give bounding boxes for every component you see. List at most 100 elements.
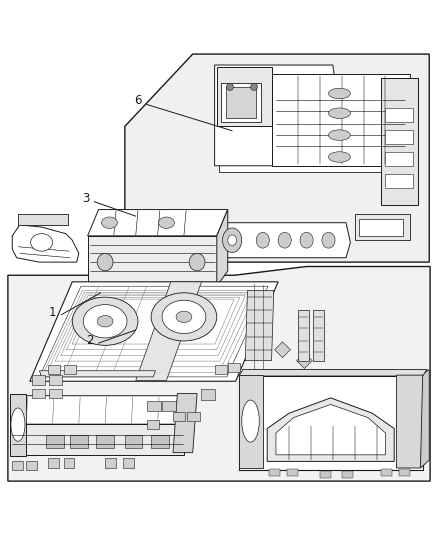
Ellipse shape bbox=[226, 84, 233, 91]
Ellipse shape bbox=[322, 232, 335, 248]
Text: 1: 1 bbox=[49, 306, 57, 319]
Bar bbox=[48, 458, 59, 468]
Polygon shape bbox=[217, 209, 228, 286]
Bar bbox=[342, 471, 353, 478]
Polygon shape bbox=[8, 266, 430, 481]
Polygon shape bbox=[10, 393, 26, 456]
Bar bbox=[26, 461, 37, 470]
Ellipse shape bbox=[328, 130, 350, 140]
Ellipse shape bbox=[102, 217, 117, 229]
Bar bbox=[123, 458, 134, 468]
Bar bbox=[64, 458, 74, 468]
Bar bbox=[269, 469, 280, 476]
Bar bbox=[12, 461, 23, 470]
Ellipse shape bbox=[328, 108, 350, 118]
Bar bbox=[49, 375, 62, 385]
Polygon shape bbox=[276, 405, 385, 455]
Polygon shape bbox=[267, 398, 394, 462]
Polygon shape bbox=[136, 282, 201, 381]
Polygon shape bbox=[12, 225, 79, 262]
Ellipse shape bbox=[72, 297, 138, 345]
Bar bbox=[151, 435, 169, 448]
Ellipse shape bbox=[223, 228, 242, 253]
Bar bbox=[201, 389, 215, 400]
Polygon shape bbox=[173, 393, 197, 453]
Polygon shape bbox=[355, 214, 410, 240]
Polygon shape bbox=[239, 369, 427, 376]
Bar bbox=[105, 458, 116, 468]
Ellipse shape bbox=[151, 293, 217, 341]
Polygon shape bbox=[396, 375, 423, 468]
Bar bbox=[187, 412, 200, 421]
Ellipse shape bbox=[189, 253, 205, 271]
Ellipse shape bbox=[256, 232, 269, 248]
Bar bbox=[96, 435, 114, 448]
Bar bbox=[64, 365, 76, 374]
Polygon shape bbox=[298, 310, 309, 361]
Polygon shape bbox=[420, 369, 429, 468]
Polygon shape bbox=[313, 310, 324, 361]
Ellipse shape bbox=[278, 232, 291, 248]
Polygon shape bbox=[275, 342, 290, 358]
Ellipse shape bbox=[97, 316, 113, 327]
Bar bbox=[385, 130, 413, 144]
Polygon shape bbox=[215, 65, 346, 166]
Bar bbox=[399, 469, 410, 476]
Polygon shape bbox=[88, 236, 217, 286]
Bar bbox=[385, 174, 413, 188]
Bar bbox=[49, 389, 62, 398]
Bar bbox=[48, 365, 60, 374]
Polygon shape bbox=[239, 375, 263, 468]
Ellipse shape bbox=[97, 253, 113, 271]
Bar bbox=[173, 412, 185, 421]
Bar bbox=[381, 469, 392, 476]
Polygon shape bbox=[381, 78, 418, 205]
Polygon shape bbox=[125, 54, 429, 262]
Polygon shape bbox=[297, 353, 312, 368]
Ellipse shape bbox=[242, 400, 259, 442]
Bar bbox=[385, 152, 413, 166]
Polygon shape bbox=[18, 214, 68, 225]
Ellipse shape bbox=[328, 152, 350, 162]
Bar bbox=[287, 469, 298, 476]
Bar bbox=[221, 83, 261, 122]
Ellipse shape bbox=[328, 88, 350, 99]
Ellipse shape bbox=[162, 300, 206, 334]
Bar bbox=[359, 219, 403, 236]
Bar bbox=[320, 471, 331, 478]
Polygon shape bbox=[272, 74, 410, 166]
Bar bbox=[147, 420, 159, 429]
Polygon shape bbox=[30, 282, 278, 381]
Polygon shape bbox=[239, 376, 423, 470]
Ellipse shape bbox=[228, 235, 237, 246]
Polygon shape bbox=[217, 67, 272, 126]
Polygon shape bbox=[219, 223, 350, 258]
Bar bbox=[147, 400, 161, 411]
Bar bbox=[385, 108, 413, 122]
Bar bbox=[70, 435, 88, 448]
Bar bbox=[226, 87, 256, 118]
Text: 2: 2 bbox=[86, 335, 94, 348]
Polygon shape bbox=[11, 424, 184, 455]
Ellipse shape bbox=[251, 84, 258, 91]
Polygon shape bbox=[39, 371, 155, 377]
Ellipse shape bbox=[176, 311, 192, 322]
Ellipse shape bbox=[31, 233, 53, 251]
Bar bbox=[32, 375, 45, 385]
Text: 6: 6 bbox=[134, 94, 142, 107]
Polygon shape bbox=[88, 209, 228, 236]
Polygon shape bbox=[219, 144, 418, 172]
Ellipse shape bbox=[11, 408, 25, 441]
Ellipse shape bbox=[83, 304, 127, 338]
Ellipse shape bbox=[159, 217, 174, 229]
Ellipse shape bbox=[300, 232, 313, 248]
Bar bbox=[125, 435, 142, 448]
Bar bbox=[162, 400, 176, 411]
Text: 3: 3 bbox=[82, 192, 89, 205]
Bar bbox=[32, 389, 45, 398]
Bar bbox=[215, 365, 227, 374]
Polygon shape bbox=[245, 290, 274, 361]
Bar bbox=[46, 435, 64, 448]
Polygon shape bbox=[11, 395, 193, 424]
Bar bbox=[228, 363, 240, 372]
